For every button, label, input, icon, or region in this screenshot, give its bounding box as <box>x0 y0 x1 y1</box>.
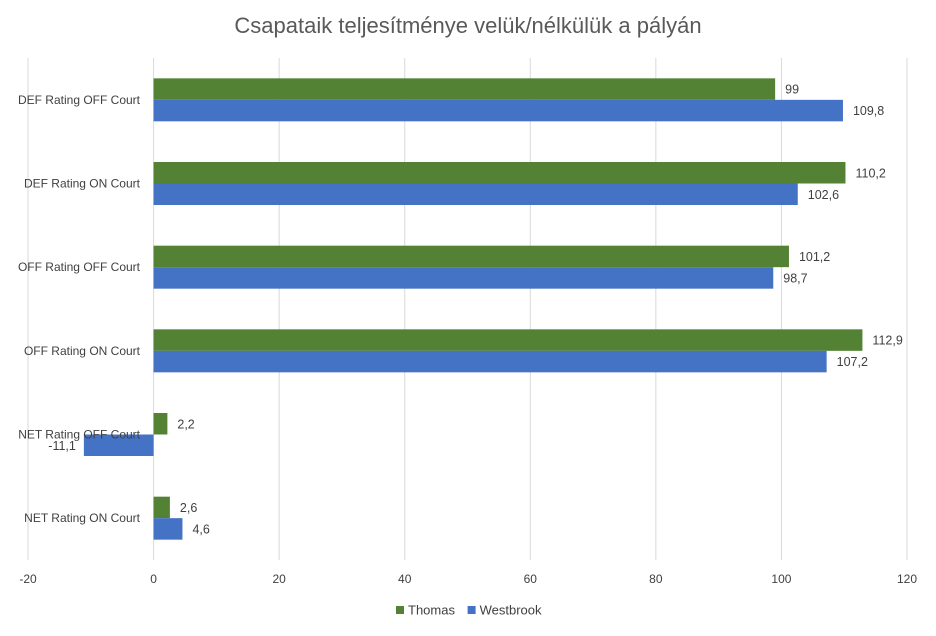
x-tick-label: 80 <box>649 572 663 586</box>
category-label: DEF Rating ON Court <box>24 177 141 191</box>
x-tick-label: 0 <box>150 572 157 586</box>
x-tick-label: 100 <box>771 572 791 586</box>
gridlines <box>27 58 908 560</box>
x-tick-label: 120 <box>897 572 917 586</box>
bar-westbrook <box>153 350 827 373</box>
legend-swatch-thomas <box>396 606 404 614</box>
bar-thomas <box>153 329 863 351</box>
x-tick-label: -20 <box>19 572 37 586</box>
legend-swatch-westbrook <box>467 606 476 614</box>
data-label: 2,2 <box>177 417 194 431</box>
data-label: 101,2 <box>799 250 830 264</box>
data-label: 98,7 <box>783 271 807 285</box>
data-label: 102,6 <box>808 188 839 202</box>
bar-thomas <box>153 496 170 519</box>
legend: Thomas Westbrook <box>396 603 542 618</box>
data-label: 112,9 <box>872 334 902 348</box>
category-label: NET Rating OFF Court <box>18 428 140 442</box>
bar-westbrook <box>153 267 774 289</box>
x-tick-label: 60 <box>524 572 538 586</box>
bar-thomas <box>153 162 846 184</box>
bar-westbrook <box>153 518 183 540</box>
category-label: NET Rating ON Court <box>24 511 140 525</box>
category-label: DEF Rating OFF Court <box>18 93 141 107</box>
data-label: 110,2 <box>855 166 885 180</box>
data-label: 4,6 <box>192 522 209 536</box>
bar-thomas <box>153 245 789 268</box>
x-tick-label: 40 <box>398 572 412 586</box>
bar-westbrook <box>83 434 154 456</box>
x-axis-ticks: -20 0 20 40 60 80 100 120 <box>19 572 917 586</box>
data-label: 109,8 <box>853 104 884 118</box>
data-labels: 99 109,8 110,2 102,6 101,2 98,7 112,9 107,2 2,2 -… <box>48 83 903 537</box>
bar-thomas <box>153 413 168 435</box>
bar-westbrook <box>153 99 843 122</box>
data-label: 107,2 <box>837 355 868 369</box>
x-tick-label: 20 <box>272 572 286 586</box>
data-label: -11,1 <box>48 439 76 453</box>
category-labels: DEF Rating OFF Court DEF Rating ON Court O… <box>18 93 141 525</box>
data-label: 2,6 <box>180 501 197 515</box>
category-label: OFF Rating OFF Court <box>18 260 141 274</box>
category-label: OFF Rating ON Court <box>24 344 141 358</box>
legend-label-thomas: Thomas <box>408 603 455 618</box>
data-label: 99 <box>785 83 799 97</box>
bar-thomas <box>153 78 776 100</box>
bars <box>83 78 863 540</box>
bar-westbrook <box>153 183 798 205</box>
chart-title: Csapataik teljesítménye velük/nélkülük a… <box>234 13 701 38</box>
legend-label-westbrook: Westbrook <box>480 603 542 618</box>
